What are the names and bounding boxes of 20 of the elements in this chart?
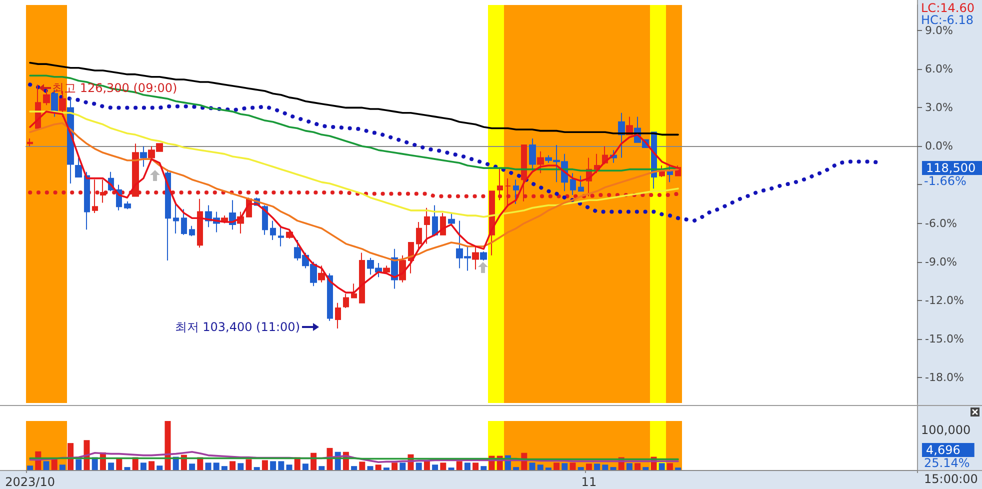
y-tick-label: -15.0% — [925, 332, 964, 346]
y-tick-label: 9.0% — [925, 24, 953, 38]
x-tick-label: 2023/10 — [5, 475, 55, 489]
text: HC:-6.18 — [921, 13, 974, 27]
text: 4,696 — [926, 443, 960, 457]
text: 118,500 — [926, 161, 976, 175]
y-tick-label: 3.0% — [925, 101, 953, 114]
text: LC:14.60 — [921, 1, 974, 15]
y-tick-label: -6.0% — [925, 216, 957, 230]
text: 15:00:00 — [924, 472, 978, 486]
x-tick-label: 11 — [581, 475, 597, 489]
text: 25.14% — [924, 456, 970, 470]
annotation: 최저 103,400 (11:00) — [174, 320, 300, 334]
y-tick-label: 6.0% — [925, 62, 953, 76]
y-tick-label: 0.0% — [925, 140, 953, 153]
y-tick-label: -12.0% — [925, 294, 964, 307]
text: -1.66% — [924, 174, 966, 188]
y-tick-label: -9.0% — [925, 255, 957, 268]
text: 100,000 — [921, 423, 971, 437]
y-tick-label: -18.0% — [925, 370, 964, 384]
